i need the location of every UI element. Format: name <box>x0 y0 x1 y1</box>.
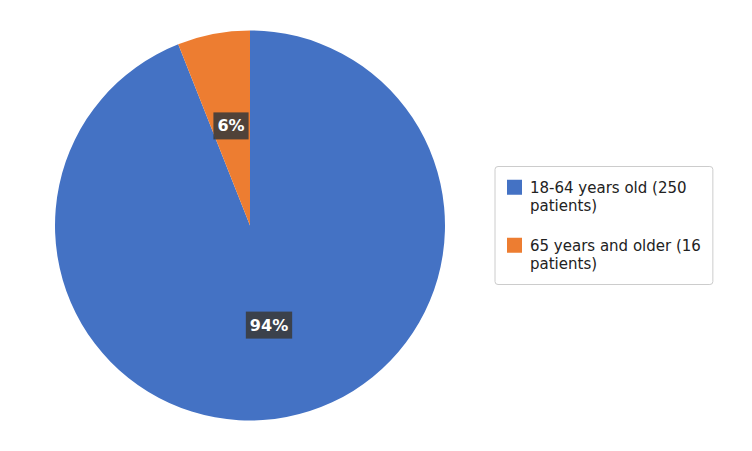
legend-item: 18-64 years old (250patients) <box>507 179 687 215</box>
legend: 18-64 years old (250patients)65 years an… <box>495 167 713 285</box>
legend-label-line: patients) <box>530 197 597 215</box>
data-label-box <box>246 312 292 339</box>
legend-swatch <box>507 180 522 195</box>
legend-items: 18-64 years old (250patients)65 years an… <box>507 179 701 273</box>
legend-label-line: 65 years and older (16 <box>530 237 701 255</box>
legend-label-line: patients) <box>530 255 597 273</box>
data-labels: 94% 6% <box>213 112 292 338</box>
data-label-box <box>213 112 248 139</box>
data-label: 6% <box>217 116 244 135</box>
data-label-group: 94% <box>246 312 292 339</box>
pie-slice <box>178 31 250 226</box>
legend-swatch <box>507 238 522 253</box>
chart-container: 94%6%18-64 years old (250patients)65 yea… <box>0 0 752 451</box>
data-label: 94% <box>250 316 288 335</box>
pie-slice <box>55 31 445 421</box>
legend-frame <box>495 167 713 285</box>
legend-item: 65 years and older (16patients) <box>507 237 701 273</box>
pie <box>55 31 445 421</box>
legend-label: 18-64 years old (250patients) <box>530 179 687 215</box>
chart-svg: 94%6%18-64 years old (250patients)65 yea… <box>0 0 752 451</box>
data-label-group: 6% <box>213 112 248 139</box>
legend-label: 65 years and older (16patients) <box>530 237 701 273</box>
legend-label-line: 18-64 years old (250 <box>530 179 687 197</box>
